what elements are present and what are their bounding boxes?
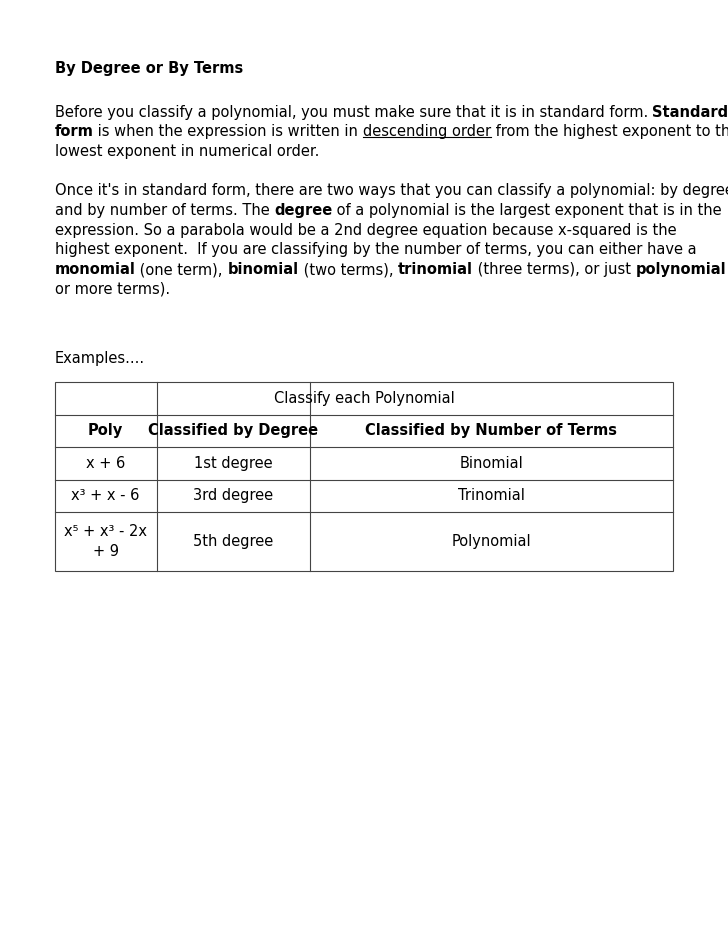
Text: form: form bbox=[55, 124, 93, 139]
Text: expression. So a parabola would be a 2nd degree equation because x-squared is th: expression. So a parabola would be a 2nd… bbox=[55, 222, 676, 237]
Text: Before you classify a polynomial, you must make sure that it is in standard form: Before you classify a polynomial, you mu… bbox=[55, 105, 652, 120]
Text: x⁵ + x³ - 2x: x⁵ + x³ - 2x bbox=[64, 525, 147, 539]
Text: Classified by Degree: Classified by Degree bbox=[148, 423, 318, 438]
Text: x³ + x - 6: x³ + x - 6 bbox=[71, 488, 140, 503]
Text: (4: (4 bbox=[726, 262, 728, 277]
Text: Classify each Polynomial: Classify each Polynomial bbox=[274, 391, 454, 406]
Text: binomial: binomial bbox=[227, 262, 298, 277]
Text: highest exponent.  If you are classifying by the number of terms, you can either: highest exponent. If you are classifying… bbox=[55, 242, 696, 257]
Text: + 9: + 9 bbox=[92, 544, 119, 559]
Text: and by number of terms. The: and by number of terms. The bbox=[55, 203, 274, 218]
Text: Polynomial: Polynomial bbox=[451, 534, 531, 549]
Text: Standard: Standard bbox=[652, 105, 728, 120]
Text: (three terms), or just: (three terms), or just bbox=[472, 262, 636, 277]
Text: 3rd degree: 3rd degree bbox=[193, 488, 273, 503]
Text: (one term),: (one term), bbox=[135, 262, 227, 277]
Text: or more terms).: or more terms). bbox=[55, 282, 170, 297]
Text: degree: degree bbox=[274, 203, 332, 218]
Text: Once it's in standard form, there are two ways that you can classify a polynomia: Once it's in standard form, there are tw… bbox=[55, 184, 728, 199]
Text: polynomial: polynomial bbox=[636, 262, 726, 277]
Text: Classified by Number of Terms: Classified by Number of Terms bbox=[365, 423, 617, 438]
Text: Examples....: Examples.... bbox=[55, 350, 145, 365]
Text: x + 6: x + 6 bbox=[86, 456, 125, 471]
Text: of a polynomial is the largest exponent that is in the: of a polynomial is the largest exponent … bbox=[332, 203, 722, 218]
Text: descending order: descending order bbox=[363, 124, 491, 139]
Text: is when the expression is written in: is when the expression is written in bbox=[93, 124, 363, 139]
Text: trinomial: trinomial bbox=[397, 262, 472, 277]
Text: By Degree or By Terms: By Degree or By Terms bbox=[55, 61, 243, 76]
Text: monomial: monomial bbox=[55, 262, 135, 277]
FancyBboxPatch shape bbox=[55, 382, 673, 571]
Text: (two terms),: (two terms), bbox=[298, 262, 397, 277]
Text: Trinomial: Trinomial bbox=[458, 488, 525, 503]
Text: 1st degree: 1st degree bbox=[194, 456, 272, 471]
Text: 5th degree: 5th degree bbox=[193, 534, 273, 549]
Text: from the highest exponent to the: from the highest exponent to the bbox=[491, 124, 728, 139]
Text: Poly: Poly bbox=[88, 423, 123, 438]
Text: Binomial: Binomial bbox=[459, 456, 523, 471]
Text: lowest exponent in numerical order.: lowest exponent in numerical order. bbox=[55, 144, 319, 159]
